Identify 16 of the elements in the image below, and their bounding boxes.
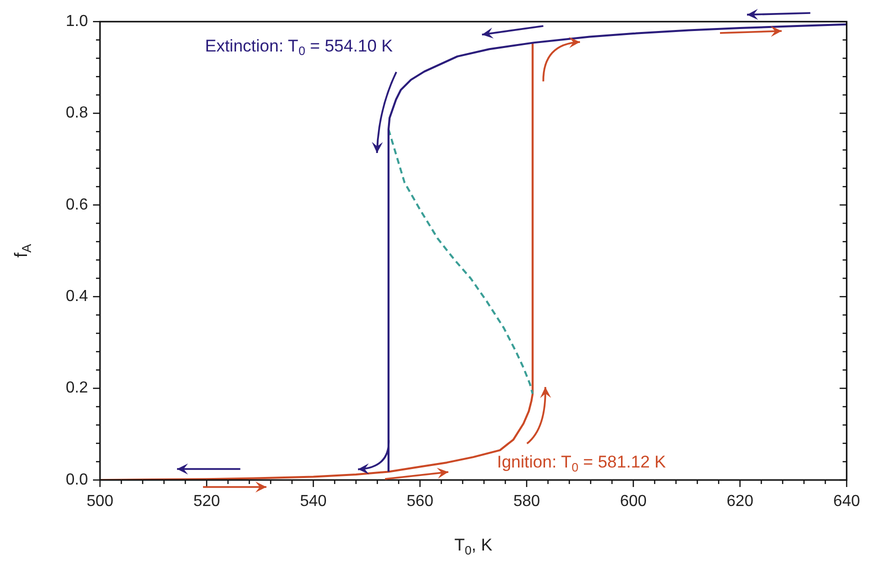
- x-tick-label: 500: [86, 493, 114, 510]
- y-axis-title: fA: [10, 244, 34, 258]
- x-tick-label: 540: [300, 493, 327, 510]
- y-tick-label: 1.0: [66, 13, 88, 30]
- y-tick-label: 0.0: [66, 471, 88, 488]
- y-tick-label: 0.8: [66, 104, 88, 122]
- y-tick-label: 0.6: [66, 196, 88, 214]
- x-tick-label: 600: [620, 493, 647, 510]
- y-tick-label: 0.4: [66, 288, 88, 306]
- x-tick-label: 620: [726, 493, 754, 510]
- x-tick-label: 520: [193, 493, 220, 510]
- y-tick-label: 0.2: [66, 380, 88, 397]
- x-tick-label: 580: [513, 493, 540, 510]
- x-tick-label: 640: [833, 493, 860, 510]
- x-tick-label: 560: [406, 493, 434, 510]
- line-series: [388, 128, 534, 395]
